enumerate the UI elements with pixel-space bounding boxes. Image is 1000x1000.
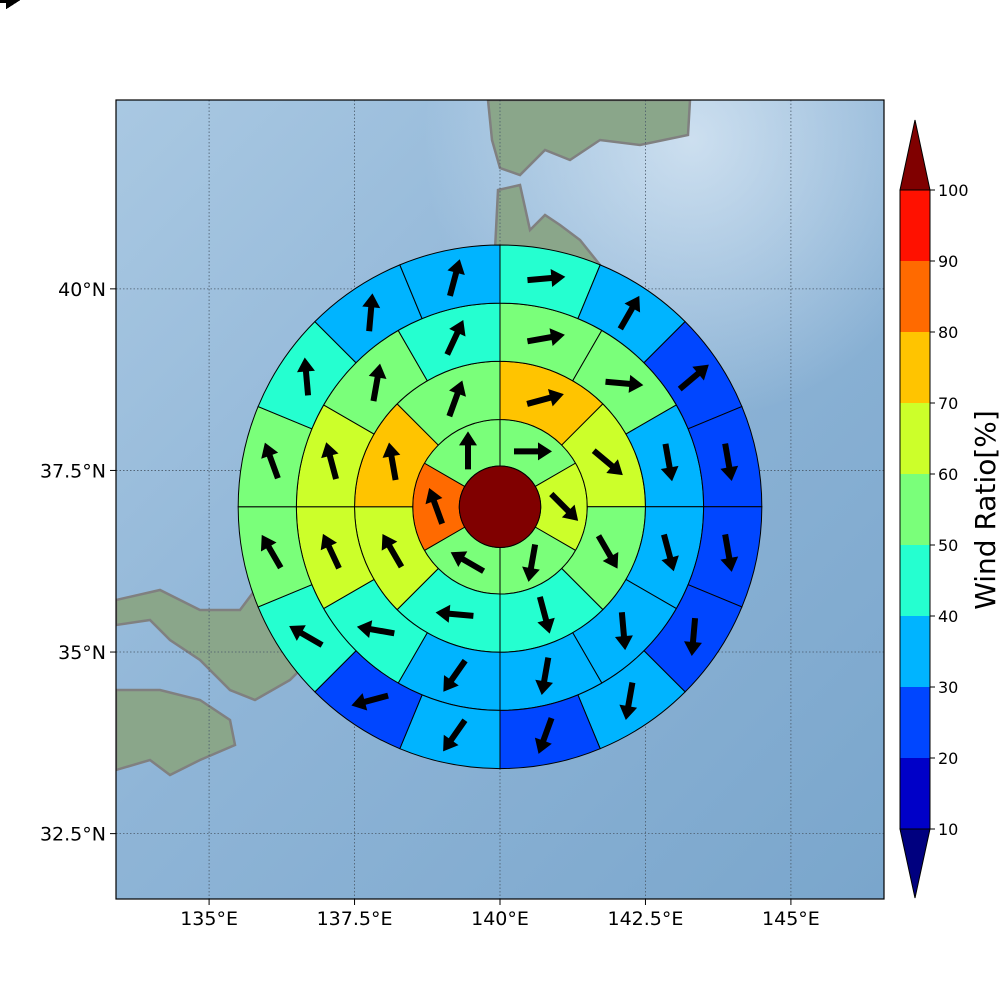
wind-arrow xyxy=(549,491,579,521)
colorbar-tick-label: 30 xyxy=(938,678,958,697)
wind-arrow xyxy=(526,389,564,407)
wind-arrow xyxy=(382,442,401,481)
wind-arrow xyxy=(356,620,395,639)
wind-arrow xyxy=(321,442,339,480)
wind-arrow xyxy=(351,692,389,711)
wind-arrow xyxy=(514,442,552,461)
colorbar-tick-label: 10 xyxy=(938,820,958,839)
colorbar-tick-label: 40 xyxy=(938,607,958,626)
wind-arrow xyxy=(446,380,466,418)
colorbar-under-extension xyxy=(899,828,931,899)
wind-arrow xyxy=(425,487,445,525)
x-tick-label: 142.5°E xyxy=(608,908,684,930)
colorbar-segment xyxy=(900,474,930,545)
colorbar-segment xyxy=(900,332,930,403)
y-tick-label: 40°N xyxy=(58,279,106,301)
wind-arrow xyxy=(444,320,466,356)
wind-arrow xyxy=(362,293,381,332)
sector-cells xyxy=(237,244,763,770)
x-tick-label: 140°E xyxy=(471,908,529,930)
wind-arrow xyxy=(368,363,387,402)
colorbar-tick-label: 70 xyxy=(938,394,958,413)
x-tick-label: 135°E xyxy=(180,908,238,930)
colorbar: 10 20 30 40 50 60 70 80 90 100 xyxy=(899,119,969,899)
wind-arrow xyxy=(536,596,555,634)
colorbar-tick-label: 20 xyxy=(938,749,958,768)
center-core xyxy=(458,465,542,548)
x-tick-label: 145°E xyxy=(762,908,820,930)
wind-arrow xyxy=(450,551,486,574)
colorbar-segment xyxy=(900,261,930,332)
wind-arrow xyxy=(381,533,405,569)
wind-arrow xyxy=(534,717,555,754)
wind-arrow xyxy=(527,269,566,287)
wind-arrow xyxy=(435,604,474,623)
y-tick-label: 32.5°N xyxy=(40,824,106,846)
wind-arrow xyxy=(660,443,679,482)
wind-arrow xyxy=(0,0,20,9)
colorbar-over-extension xyxy=(899,119,931,191)
colorbar-tick-label: 50 xyxy=(938,536,958,555)
wind-arrow xyxy=(605,374,644,393)
wind-arrow xyxy=(447,259,465,297)
colorbar-frame xyxy=(899,189,931,830)
wind-arrow xyxy=(617,295,641,331)
wind-arrow xyxy=(260,534,284,570)
wind-arrow xyxy=(677,364,709,392)
colorbar-tick-label: 100 xyxy=(938,181,969,200)
x-axis-ticks: 135°E 137.5°E 140°E 142.5°E 145°E xyxy=(180,899,820,930)
wind-arrow xyxy=(261,442,281,480)
colorbar-tick-label: 60 xyxy=(938,465,958,484)
colorbar-title: Wind Ratio[%] xyxy=(969,410,1000,610)
wind-arrow xyxy=(526,328,565,346)
wind-arrow xyxy=(661,533,679,572)
colorbar-segment xyxy=(900,758,930,829)
wind-arrow xyxy=(614,611,633,651)
wind-arrow xyxy=(595,534,619,569)
wind-arrow xyxy=(443,718,468,752)
x-tick-label: 137.5°E xyxy=(317,908,393,930)
colorbar-segment xyxy=(900,687,930,758)
y-tick-label: 35°N xyxy=(58,642,106,664)
wind-arrow xyxy=(522,543,540,582)
colorbar-segment xyxy=(900,190,930,261)
colorbar-tick-label: 90 xyxy=(938,252,958,271)
y-axis-ticks: 32.5°N 35°N 37.5°N 40°N xyxy=(40,279,116,846)
y-tick-label: 37.5°N xyxy=(40,460,106,482)
wind-arrows xyxy=(0,0,739,754)
wind-arrow xyxy=(535,657,553,696)
land-hokkaido xyxy=(486,100,692,177)
wind-arrow xyxy=(289,625,324,648)
wind-arrow xyxy=(591,448,623,476)
wind-arrow xyxy=(684,617,702,656)
wind-arrow xyxy=(320,533,342,570)
wind-arrow xyxy=(443,658,468,692)
land-shikoku xyxy=(116,688,237,777)
wind-arrow xyxy=(720,443,739,482)
wind-arrow xyxy=(297,357,315,396)
colorbar-segment xyxy=(900,545,930,616)
colorbar-segment xyxy=(900,403,930,474)
sector-cell xyxy=(399,244,501,320)
wind-arrow xyxy=(459,431,477,470)
colorbar-segment xyxy=(900,616,930,687)
colorbar-tick-label: 80 xyxy=(938,323,958,342)
wind-arrow xyxy=(619,682,638,720)
wind-arrow xyxy=(720,533,739,572)
